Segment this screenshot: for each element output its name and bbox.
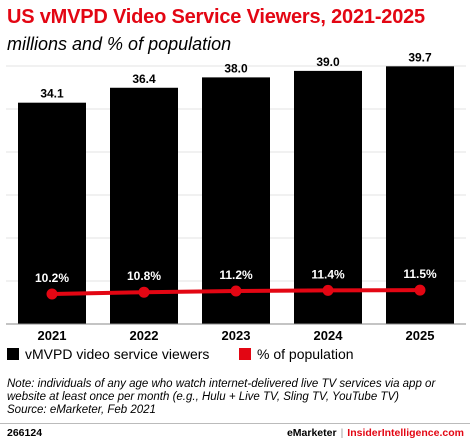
x-tick-label: 2025 xyxy=(406,328,435,343)
x-tick-label: 2021 xyxy=(38,328,67,343)
footer-divider xyxy=(0,423,470,424)
line-value-label: 10.2% xyxy=(35,271,69,285)
bar xyxy=(110,87,178,324)
line-point xyxy=(46,288,58,300)
legend-item-viewers: vMVPD video service viewers xyxy=(7,346,209,362)
line-value-label: 11.4% xyxy=(311,267,345,281)
bar xyxy=(294,70,362,324)
legend-label-population: % of population xyxy=(257,346,354,362)
brand-insider-intelligence: InsiderIntelligence.com xyxy=(347,427,464,439)
line-point xyxy=(414,284,426,296)
bar xyxy=(386,66,454,325)
line-point xyxy=(322,284,334,296)
bar xyxy=(18,102,86,324)
legend-item-population: % of population xyxy=(239,346,354,362)
line-point xyxy=(230,285,242,297)
line-value-label: 11.2% xyxy=(219,268,253,282)
bar-value-label: 36.4 xyxy=(132,72,156,86)
chart-plot: 34.1 2021 36.4 2022 38.0 2023 39.0 2024 39.7 2025… xyxy=(6,50,466,343)
bar-value-label: 39.7 xyxy=(408,50,432,64)
bar-value-label: 38.0 xyxy=(224,61,248,75)
chart-id: 266124 xyxy=(7,427,43,439)
chart-subtitle: millions and % of population xyxy=(7,34,232,54)
bar-value-label: 34.1 xyxy=(40,87,64,101)
bar xyxy=(202,77,270,324)
line-value-label: 10.8% xyxy=(127,269,161,283)
footer-brand: eMarketer | InsiderIntelligence.com xyxy=(287,427,464,439)
source-text: Source: eMarketer, Feb 2021 xyxy=(7,404,156,416)
brand-separator: | xyxy=(340,427,344,439)
note-text: Note: individuals of any age who watch i… xyxy=(7,378,436,403)
line-point xyxy=(138,286,150,298)
line-value-label: 11.5% xyxy=(403,267,437,281)
legend-label-viewers: vMVPD video service viewers xyxy=(25,346,210,362)
chart-title: US vMVPD Video Service Viewers, 2021-202… xyxy=(7,6,425,28)
x-tick-label: 2022 xyxy=(130,328,159,343)
brand-emarketer: eMarketer xyxy=(286,427,337,439)
legend: vMVPD video service viewers % of populat… xyxy=(7,346,467,366)
legend-swatch-population xyxy=(239,348,251,360)
bar-value-label: 39.0 xyxy=(316,55,340,69)
footnote: Note: individuals of any age who watch i… xyxy=(7,378,465,417)
x-tick-label: 2024 xyxy=(314,328,344,343)
x-tick-label: 2023 xyxy=(222,328,251,343)
legend-swatch-viewers xyxy=(7,348,19,360)
